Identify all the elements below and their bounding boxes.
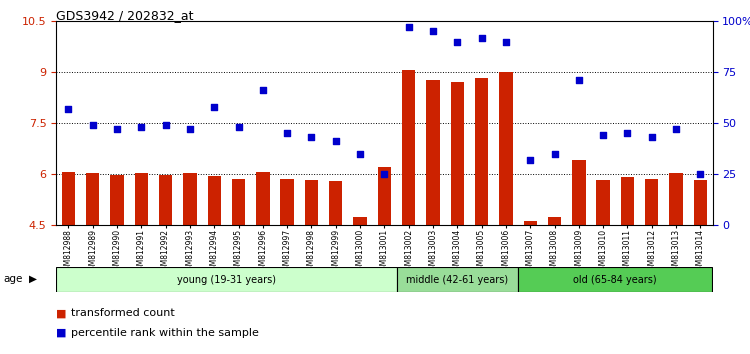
Bar <box>572 160 586 225</box>
Text: ▶: ▶ <box>28 274 37 284</box>
Bar <box>378 167 391 225</box>
Point <box>452 39 464 45</box>
Text: young (19-31 years): young (19-31 years) <box>177 275 276 285</box>
Point <box>160 122 172 128</box>
Text: middle (42-61 years): middle (42-61 years) <box>406 275 508 285</box>
Point <box>622 130 634 136</box>
Point <box>500 39 512 45</box>
Bar <box>353 217 367 225</box>
Bar <box>500 72 512 225</box>
Bar <box>232 179 245 225</box>
Text: percentile rank within the sample: percentile rank within the sample <box>71 328 260 338</box>
Point <box>646 135 658 140</box>
Point <box>548 151 560 156</box>
Bar <box>183 173 196 225</box>
Bar <box>135 173 148 225</box>
Bar <box>524 221 537 225</box>
Bar <box>56 267 397 292</box>
Bar <box>694 180 707 225</box>
Bar <box>475 78 488 225</box>
Point <box>87 122 99 128</box>
Point <box>427 29 439 34</box>
Point <box>256 88 268 93</box>
Point <box>305 135 317 140</box>
Bar <box>621 177 634 225</box>
Point <box>184 126 196 132</box>
Point <box>694 171 706 177</box>
Point <box>232 124 244 130</box>
Bar <box>645 179 658 225</box>
Text: old (65-84 years): old (65-84 years) <box>574 275 657 285</box>
Point <box>281 130 293 136</box>
Text: transformed count: transformed count <box>71 308 175 318</box>
Point <box>378 171 390 177</box>
Point <box>111 126 123 132</box>
Point <box>573 78 585 83</box>
Text: GDS3942 / 202832_at: GDS3942 / 202832_at <box>56 9 194 22</box>
Bar <box>256 172 269 225</box>
Bar <box>86 173 100 225</box>
Bar <box>426 80 439 225</box>
Point <box>476 35 488 40</box>
Bar <box>397 267 518 292</box>
Bar <box>159 175 172 225</box>
Bar <box>280 179 294 225</box>
Point <box>209 104 220 110</box>
Bar <box>669 173 682 225</box>
Bar <box>304 180 318 225</box>
Bar <box>402 70 416 225</box>
Text: age: age <box>4 274 23 284</box>
Bar <box>548 217 561 225</box>
Bar <box>329 181 343 225</box>
Text: ■: ■ <box>56 308 67 318</box>
Point <box>62 106 74 112</box>
Point <box>670 126 682 132</box>
Bar <box>62 172 75 225</box>
Point <box>330 138 342 144</box>
Point <box>524 157 536 162</box>
Point <box>403 24 415 30</box>
Point <box>354 151 366 156</box>
Bar <box>451 82 464 225</box>
Bar <box>518 267 712 292</box>
Text: ■: ■ <box>56 328 67 338</box>
Bar <box>110 175 124 225</box>
Bar <box>596 180 610 225</box>
Point <box>135 124 147 130</box>
Point <box>597 132 609 138</box>
Bar <box>208 176 221 225</box>
